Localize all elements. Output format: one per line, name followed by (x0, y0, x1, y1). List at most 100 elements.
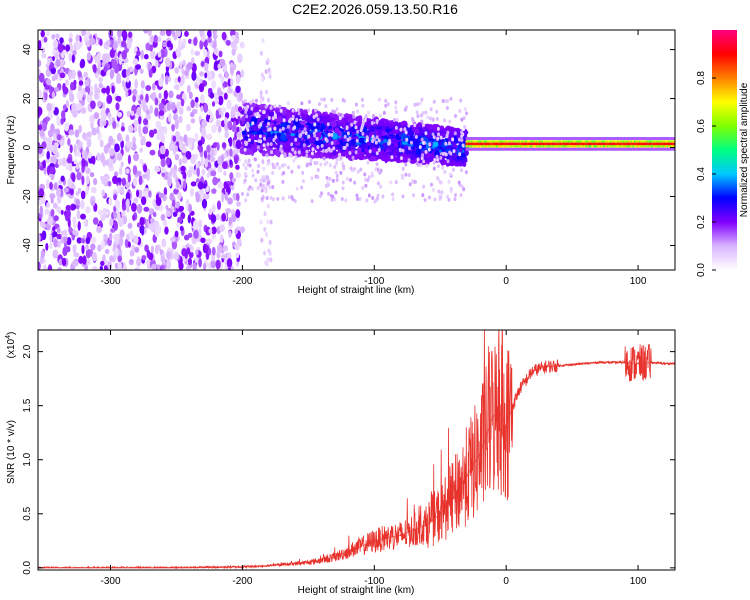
spectrogram-cell (430, 182, 434, 187)
spectrogram-cell (326, 122, 330, 127)
spectrogram-cell (248, 163, 252, 168)
spectrogram-cell (404, 130, 408, 135)
spectrogram-cell (38, 89, 41, 99)
spectrogram-cell (121, 80, 126, 88)
spectrogram-cell (54, 87, 60, 93)
spectrogram-cell (437, 132, 441, 137)
spectrogram-cell (178, 38, 182, 48)
spectrogram-cell (246, 127, 250, 132)
spectrogram-cell (210, 80, 217, 89)
spectrogram-cell (80, 107, 87, 114)
spectrogram-cell (441, 151, 445, 156)
spectrogram-cell (101, 189, 105, 197)
spectrogram-cell (53, 239, 59, 248)
spectrogram-cell (292, 158, 296, 163)
spectrogram-cell (344, 118, 348, 123)
spectrogram-cell (338, 122, 344, 127)
spectrogram-cell (367, 193, 371, 198)
spectrogram-cell (133, 119, 139, 128)
spectrogram-cell (193, 169, 198, 176)
spectrogram-cell (174, 230, 179, 238)
spectrogram-cell (267, 116, 271, 121)
spectrogram-cell (68, 162, 73, 172)
spectrogram-cell (447, 141, 451, 146)
spectrogram-cell (201, 198, 208, 209)
spectrogram-cell (114, 143, 120, 153)
spectrogram-cell (104, 248, 110, 255)
spectrogram-cell (79, 199, 85, 210)
spectrogram-cell (190, 48, 194, 55)
spectrogram-cell (201, 168, 206, 176)
spectrogram-cell (163, 89, 169, 100)
spectrogram-cell (46, 165, 50, 176)
spectrogram-cell (89, 172, 95, 178)
spectrogram-cell (185, 265, 191, 270)
spectrogram-cell (158, 110, 165, 116)
spectrogram-cell (294, 155, 298, 160)
spectrogram-cell (271, 185, 275, 190)
spectrogram-cell (269, 219, 273, 225)
spectrogram-cell (76, 90, 83, 101)
spectrogram-cell (435, 109, 439, 114)
spectrogram-cell (234, 243, 240, 251)
spectrogram-cell (50, 67, 56, 75)
spectrogram-cell (165, 210, 171, 218)
spectrogram-cell (89, 100, 96, 110)
spectrogram-cell (210, 259, 216, 269)
spectrogram-cell (112, 175, 118, 185)
spectrogram-cell (194, 50, 201, 56)
spectrogram-cell (465, 111, 469, 116)
spectrogram-cell (128, 142, 134, 149)
spectrogram-cell (49, 193, 56, 200)
spectrogram-cell (340, 197, 344, 202)
spectrogram-cell (71, 69, 76, 80)
spectrogram-cell (73, 220, 77, 229)
spectrogram-cell (394, 100, 398, 105)
spectrogram-cell (391, 197, 395, 202)
spectrogram-cell (314, 128, 318, 133)
spectrogram-cell (390, 155, 394, 160)
spectrogram-cell (119, 186, 125, 194)
spectrogram-cell (265, 175, 269, 180)
spectrogram-cell (206, 172, 210, 179)
spectrogram-cell (460, 117, 464, 122)
spectrogram-cell (118, 217, 124, 228)
spectrogram-cell (184, 30, 189, 37)
spectrogram-cell (259, 99, 263, 105)
spectrogram-cell (300, 120, 307, 126)
spectrogram-cell (366, 141, 371, 146)
spectrogram-cell (453, 197, 457, 202)
spectrogram-cell (188, 251, 194, 259)
spectrogram-cell (73, 144, 78, 154)
spectrogram-cell (297, 150, 301, 155)
spectrogram-cell (165, 204, 169, 211)
spectrogram-cell (49, 242, 53, 249)
spectrogram-cell (246, 192, 250, 197)
spectrogram-cell (259, 90, 263, 96)
spectrogram-cell (400, 173, 404, 178)
spectrogram-cell (375, 162, 379, 167)
spectrogram-cell (126, 40, 132, 50)
spectrogram-cell (104, 210, 109, 216)
spectrogram-cell (243, 178, 247, 183)
spectrogram-cell (164, 148, 169, 157)
spectrogram-cell (92, 265, 98, 270)
spectrogram-cell (224, 71, 229, 79)
spectrogram-cell (212, 176, 218, 186)
spectrogram-cell (148, 69, 153, 78)
spectrogram-cell (331, 178, 335, 183)
spectrogram-cell (293, 150, 297, 155)
spectrogram-cell (211, 124, 218, 134)
spectrogram-cell (86, 131, 92, 138)
spectrogram-cell (136, 203, 143, 214)
spectrogram-cell (235, 139, 242, 150)
spectrogram-cell (69, 144, 73, 154)
spectrogram-cell (361, 123, 365, 128)
spectrogram-cell (253, 157, 257, 162)
spectrogram-cell (177, 216, 183, 224)
spectrogram-cell (269, 142, 273, 147)
spectrogram-cell (42, 159, 46, 169)
spectrogram-cell (68, 32, 74, 39)
spectrogram-cell (353, 120, 357, 125)
spectrogram-cell (55, 33, 60, 39)
